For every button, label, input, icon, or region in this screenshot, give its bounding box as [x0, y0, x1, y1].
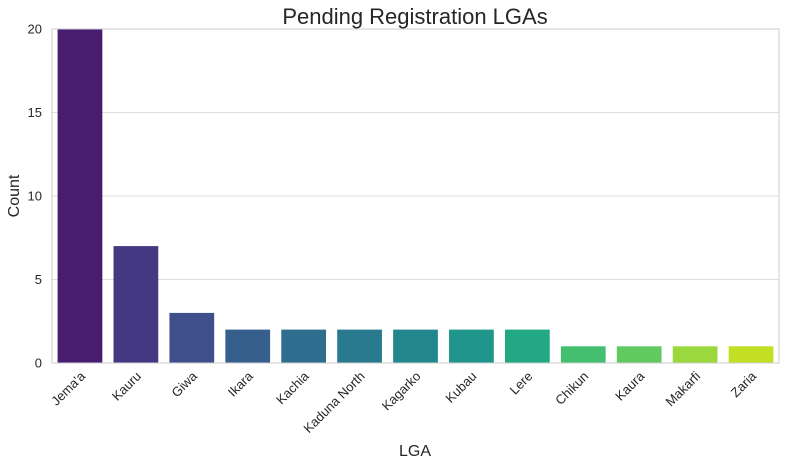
x-tick-label: Kagarko	[379, 369, 424, 414]
x-tick-label: Makarfi	[662, 368, 703, 409]
bar	[728, 346, 774, 363]
bar	[560, 346, 606, 363]
x-tick-label: Kauru	[109, 369, 144, 404]
x-tick-label: Chikun	[552, 369, 591, 408]
bar	[225, 329, 271, 363]
y-tick-label: 10	[28, 189, 42, 204]
y-tick-label: 20	[28, 22, 42, 37]
x-tick-label: Kubau	[442, 369, 479, 406]
x-tick-label: Kachia	[273, 368, 312, 407]
bar	[449, 329, 494, 363]
bar	[113, 246, 159, 363]
bar	[169, 312, 215, 363]
x-axis-label: LGA	[399, 443, 431, 460]
bars	[57, 29, 774, 363]
x-tick-label: Giwa	[168, 368, 200, 400]
x-tick-label: Zaria	[728, 368, 760, 400]
y-axis-label: Count	[6, 174, 23, 217]
bar	[672, 346, 718, 363]
bar	[57, 29, 103, 363]
bar	[393, 329, 438, 363]
bar	[504, 329, 550, 363]
y-tick-label: 15	[28, 105, 42, 120]
bar	[281, 329, 327, 363]
x-tick-label: Lere	[506, 369, 535, 398]
y-axis-ticks: 0 5 10 15 20	[28, 22, 42, 371]
x-tick-label: Kaura	[612, 368, 648, 404]
bar	[616, 346, 662, 363]
x-tick-label: Jema'a	[48, 368, 88, 408]
y-tick-label: 5	[35, 272, 42, 287]
chart-title: Pending Registration LGAs	[282, 4, 547, 29]
x-tick-label: Ikara	[225, 368, 257, 400]
plot-frame	[51, 28, 780, 364]
bar	[337, 329, 382, 363]
gridlines	[52, 28, 779, 364]
y-tick-label: 0	[35, 356, 42, 371]
